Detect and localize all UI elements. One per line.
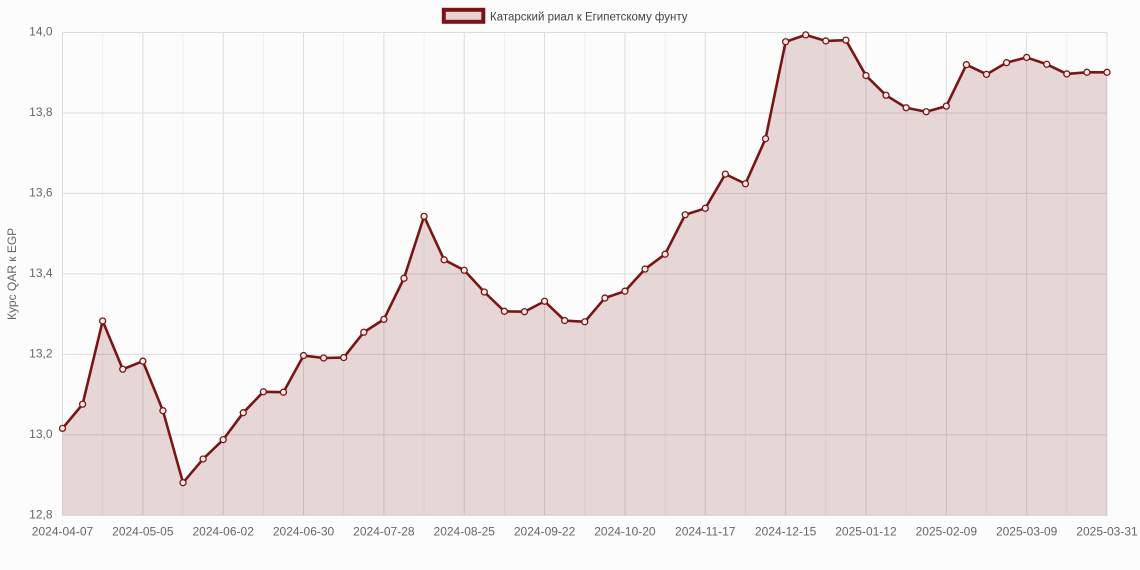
svg-text:13,6: 13,6 bbox=[29, 186, 53, 200]
svg-text:2024-11-17: 2024-11-17 bbox=[675, 524, 736, 538]
svg-text:2024-06-30: 2024-06-30 bbox=[273, 524, 335, 538]
svg-text:2024-12-15: 2024-12-15 bbox=[755, 524, 817, 538]
svg-text:12,8: 12,8 bbox=[29, 507, 53, 521]
svg-text:2024-05-05: 2024-05-05 bbox=[112, 524, 174, 538]
svg-text:2025-03-31: 2025-03-31 bbox=[1076, 524, 1138, 538]
svg-text:2024-07-28: 2024-07-28 bbox=[353, 524, 415, 538]
svg-text:2025-03-09: 2025-03-09 bbox=[996, 524, 1058, 538]
svg-text:Курс QAR к EGP: Курс QAR к EGP bbox=[5, 228, 19, 320]
svg-text:14,0: 14,0 bbox=[29, 25, 53, 39]
svg-text:Катарский риал к Египетскому ф: Катарский риал к Египетскому фунту bbox=[490, 11, 688, 23]
svg-text:13,0: 13,0 bbox=[29, 427, 53, 441]
svg-text:13,4: 13,4 bbox=[29, 266, 53, 280]
svg-text:13,2: 13,2 bbox=[29, 347, 53, 361]
svg-text:13,8: 13,8 bbox=[29, 105, 53, 119]
svg-text:2024-06-02: 2024-06-02 bbox=[192, 524, 254, 538]
svg-text:2025-02-09: 2025-02-09 bbox=[916, 524, 978, 538]
svg-text:2024-09-22: 2024-09-22 bbox=[514, 524, 576, 538]
svg-text:2025-01-12: 2025-01-12 bbox=[835, 524, 897, 538]
svg-text:2024-10-20: 2024-10-20 bbox=[594, 524, 656, 538]
svg-text:2024-04-07: 2024-04-07 bbox=[32, 524, 94, 538]
svg-text:2024-08-25: 2024-08-25 bbox=[434, 524, 496, 538]
